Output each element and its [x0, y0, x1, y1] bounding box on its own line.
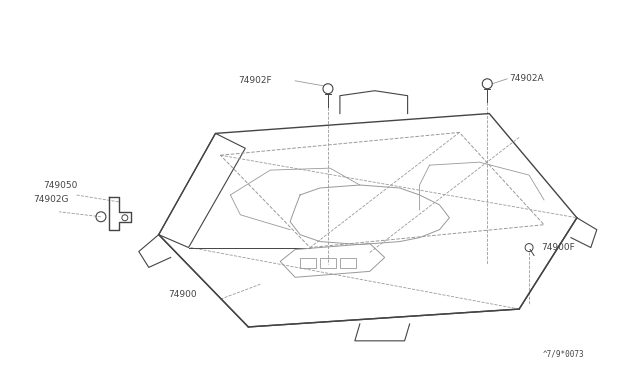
Bar: [300, 259, 316, 268]
Text: ^7/9*0073: ^7/9*0073: [543, 349, 585, 358]
Text: 74902A: 74902A: [509, 74, 544, 83]
Text: 74900F: 74900F: [541, 243, 575, 252]
Text: 74900: 74900: [169, 290, 197, 299]
Text: 749050: 749050: [44, 180, 77, 189]
Bar: [340, 259, 356, 268]
Bar: [320, 259, 336, 268]
Text: 74902F: 74902F: [238, 76, 272, 85]
Text: 74902G: 74902G: [33, 195, 68, 204]
